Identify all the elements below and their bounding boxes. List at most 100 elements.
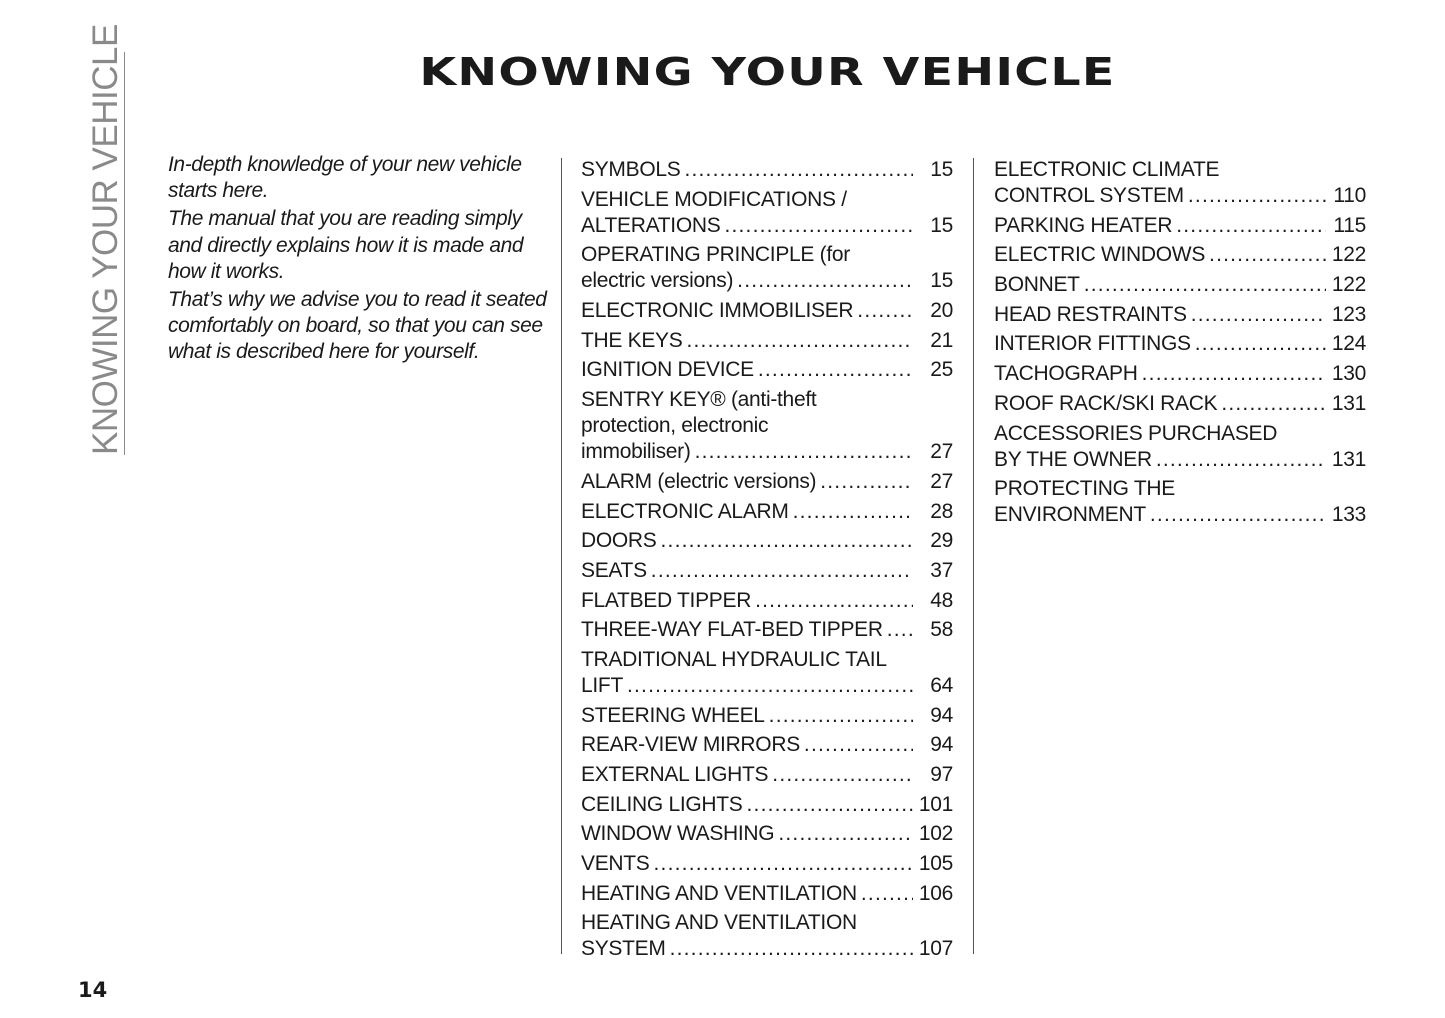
page-title: KNOWING YOUR VEHICLE: [419, 50, 1116, 94]
dot-leader: [804, 732, 913, 758]
toc-entry-page: 107: [918, 937, 953, 961]
section-side-tab: KNOWING YOUR VEHICLE: [86, 24, 125, 455]
dot-leader: [684, 157, 913, 183]
dot-leader: [778, 821, 913, 847]
toc-entry-label: STEERING WHEEL: [581, 703, 765, 727]
toc-entry[interactable]: DOORS 29: [581, 528, 953, 554]
toc-entry-label: THE KEYS: [581, 328, 683, 352]
toc-entry[interactable]: VEHICLE MODIFICATIONS /ALTERATIONS 15: [581, 187, 953, 239]
dot-leader: [861, 881, 913, 907]
toc-entry[interactable]: INTERIOR FITTINGS 124: [994, 331, 1366, 357]
toc-entry-page: 15: [930, 158, 953, 181]
column-divider: [561, 158, 562, 954]
dot-leader: [793, 499, 913, 525]
toc-entry[interactable]: WINDOW WASHING 102: [581, 821, 953, 847]
column-divider: [973, 158, 974, 954]
toc-entry-label: THREE-WAY FLAT-BED TIPPER: [581, 618, 883, 642]
toc-entry[interactable]: REAR-VIEW MIRRORS 94: [581, 732, 953, 758]
toc-entry[interactable]: HEAD RESTRAINTS 123: [994, 302, 1366, 328]
toc-entry-label: ELECTRONIC IMMOBILISER: [581, 299, 854, 323]
dot-leader: [1150, 502, 1326, 528]
dot-leader: [1191, 302, 1326, 328]
toc-entry[interactable]: THE KEYS 21: [581, 328, 953, 354]
toc-entry-label: CEILING LIGHTS: [581, 792, 743, 816]
dot-leader: [627, 673, 913, 699]
toc-entry[interactable]: VENTS 105: [581, 851, 953, 877]
toc-entry-page: 58: [930, 618, 953, 642]
toc-entry-label: IGNITION DEVICE: [581, 358, 754, 382]
dot-leader: [651, 558, 913, 584]
toc-entry-label: WINDOW WASHING: [581, 822, 775, 846]
toc-entry[interactable]: ELECTRONIC CLIMATE CONTROL SYSTEM 110: [994, 157, 1366, 209]
toc-entry-label: ELECTRONIC ALARM: [581, 499, 789, 523]
toc-entry-page: 110: [1333, 184, 1366, 207]
dot-leader: [1176, 213, 1326, 239]
toc-entry-page: 94: [930, 733, 953, 757]
dot-leader: [686, 328, 913, 354]
toc-entry-page: 21: [930, 328, 953, 352]
toc-entry-label: CONTROL SYSTEM: [994, 184, 1184, 207]
toc-entry-label: OPERATING PRINCIPLE (for: [581, 243, 850, 267]
toc-entry-label: ACCESSORIES PURCHASED: [994, 421, 1278, 445]
toc-entry[interactable]: SEATS 37: [581, 558, 953, 584]
toc-entry[interactable]: OPERATING PRINCIPLE (for electric version…: [581, 242, 953, 294]
page-number: 14: [78, 978, 108, 1002]
toc-entry[interactable]: THREE-WAY FLAT-BED TIPPER 58: [581, 617, 953, 643]
toc-entry[interactable]: IGNITION DEVICE 25: [581, 357, 953, 383]
toc-entry[interactable]: TACHOGRAPH 130: [994, 361, 1366, 387]
toc-entry-label: HEATING AND VENTILATION: [581, 911, 857, 935]
toc-entry[interactable]: CEILING LIGHTS 101: [581, 792, 953, 818]
toc-entry-label: VEHICLE MODIFICATIONS /: [581, 187, 847, 211]
toc-entry[interactable]: HEATING AND VENTILATION 106: [581, 881, 953, 907]
toc-entry-page: 94: [930, 703, 953, 727]
toc-entry[interactable]: EXTERNAL LIGHTS 97: [581, 762, 953, 788]
toc-entry-label: DOORS: [581, 529, 657, 553]
toc-entry-page: 130: [1331, 362, 1366, 386]
toc-entry[interactable]: ELECTRONIC IMMOBILISER 20: [581, 298, 953, 324]
toc-entry-page: 122: [1331, 273, 1366, 297]
toc-entry-label: ELECTRIC WINDOWS: [994, 243, 1206, 267]
toc-entry[interactable]: ROOF RACK/SKI RACK 131: [994, 391, 1366, 417]
toc-entry[interactable]: ELECTRIC WINDOWS 122: [994, 242, 1366, 268]
dot-leader: [1221, 391, 1326, 417]
toc-entry[interactable]: STEERING WHEEL 94: [581, 703, 953, 729]
toc-column-1: SYMBOLS15 VEHICLE MODIFICATIONS /ALTERATI…: [581, 157, 953, 966]
toc-entry-label: PROTECTING THE: [994, 477, 1175, 501]
toc-entry-page: 20: [930, 299, 953, 323]
toc-entry-page: 28: [930, 499, 953, 523]
dot-leader: [1142, 361, 1326, 387]
toc-entry-label: electric versions): [581, 269, 734, 293]
toc-entry-label: ENVIRONMENT: [994, 503, 1146, 527]
dot-leader: [1084, 272, 1326, 298]
toc-column-2: ELECTRONIC CLIMATE CONTROL SYSTEM 110 PARKI…: [994, 157, 1366, 532]
toc-entry[interactable]: BONNET 122: [994, 272, 1366, 298]
toc-entry[interactable]: SYMBOLS 15: [581, 157, 953, 183]
dot-leader: [769, 703, 913, 729]
toc-entry-page: 105: [918, 852, 953, 876]
toc-entry-page: 64: [930, 673, 953, 697]
dot-leader: [670, 936, 913, 962]
dot-leader: [1156, 447, 1326, 473]
toc-entry-page: 29: [930, 529, 953, 553]
dot-leader: [661, 528, 913, 554]
toc-entry-page: 106: [918, 881, 953, 905]
toc-entry-page: 131: [1331, 447, 1366, 471]
intro-paragraph: The manual that you are reading simply a…: [168, 207, 524, 283]
toc-entry-label: BONNET: [994, 273, 1080, 297]
dot-leader: [820, 469, 913, 495]
dot-leader: [1188, 183, 1326, 209]
toc-entry[interactable]: ELECTRONIC ALARM 28: [581, 499, 953, 525]
toc-entry-page: 15: [930, 269, 953, 293]
toc-entry[interactable]: ALARM (electric versions) 27: [581, 469, 953, 495]
toc-entry[interactable]: FLATBED TIPPER 48: [581, 588, 953, 614]
toc-entry-label: TACHOGRAPH: [994, 362, 1138, 386]
toc-entry[interactable]: SENTRY KEY® (anti-theft protection, elect…: [581, 387, 953, 465]
side-section-label: KNOWING YOUR VEHICLE: [86, 24, 125, 455]
toc-entry[interactable]: PARKING HEATER 115: [994, 213, 1366, 239]
toc-entry-page: 97: [930, 763, 953, 786]
dot-leader: [747, 792, 913, 818]
